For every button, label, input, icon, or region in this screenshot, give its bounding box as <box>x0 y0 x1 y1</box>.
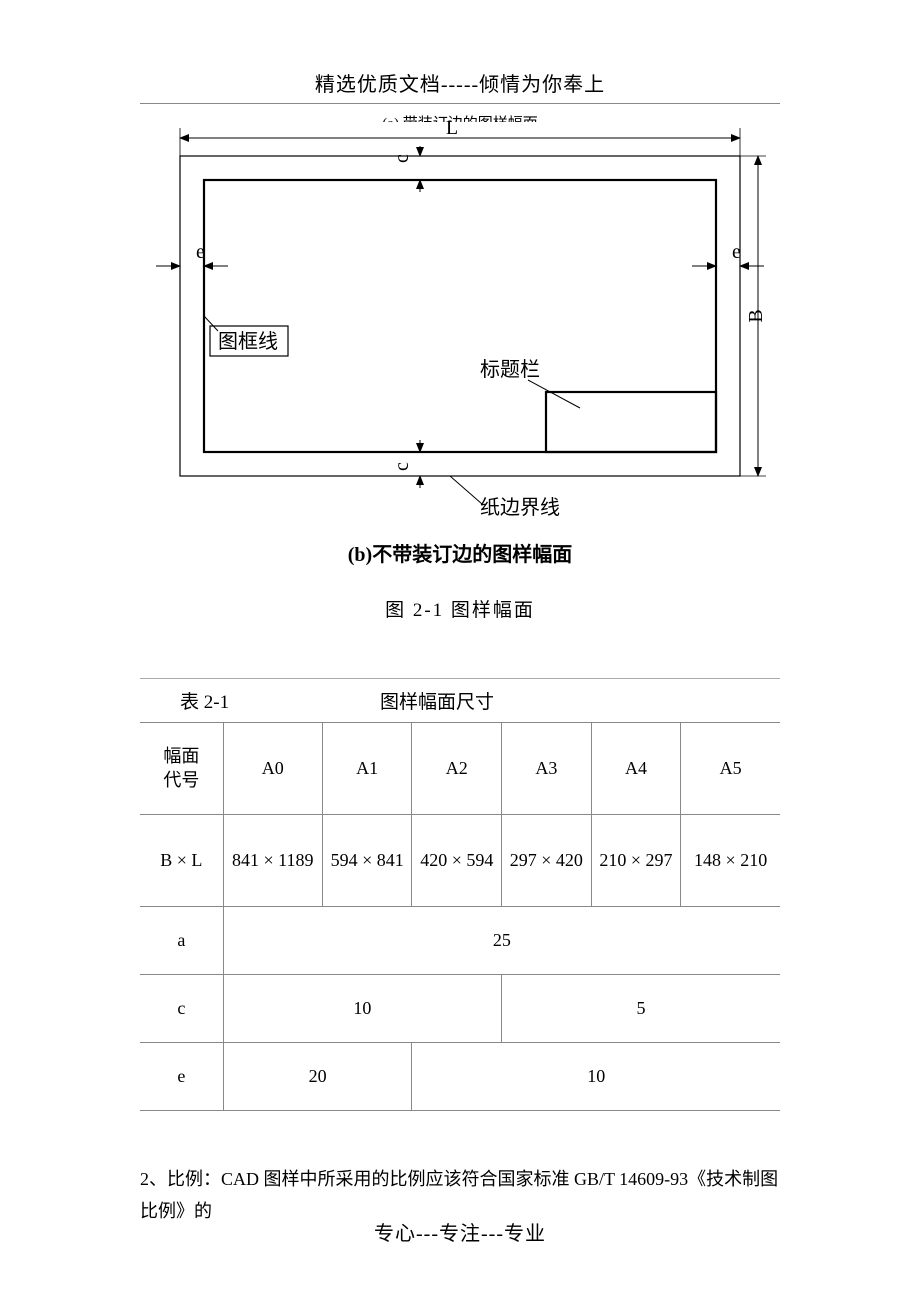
diagram-container: (a) 带装订边的图样幅面 L B e <box>150 116 770 526</box>
table-row: a 25 <box>140 907 780 975</box>
cell-e-label: e <box>140 1043 223 1111</box>
dim-e-left-label: e <box>196 241 205 263</box>
cell-A0: A0 <box>223 723 322 815</box>
cell-A3: A3 <box>502 723 592 815</box>
frame-line-label: 图框线 <box>218 330 278 353</box>
table-title: 图样幅面尺寸 <box>380 687 494 714</box>
cell-c-left: 10 <box>223 975 501 1043</box>
table-row: e 20 10 <box>140 1043 780 1111</box>
cell-a-value: 25 <box>223 907 780 975</box>
table-row: c 10 5 <box>140 975 780 1043</box>
figure-caption: 图 2-1 图样幅面 <box>0 595 920 622</box>
page-header: 精选优质文档-----倾情为你奉上 <box>0 0 920 97</box>
page-footer: 专心---专注---专业 <box>0 1217 920 1246</box>
cell-A5: A5 <box>681 723 780 815</box>
title-block-rect <box>546 392 716 452</box>
dim-e-right-label: e <box>732 241 741 263</box>
diagram-cropped-caption-a: (a) 带装订边的图样幅面 <box>382 112 537 122</box>
cell-A1: A1 <box>322 723 412 815</box>
cell-a-label: a <box>140 907 223 975</box>
diagram-caption-b: (b)不带装订边的图样幅面 <box>0 538 920 567</box>
table-top-rule <box>140 678 780 679</box>
cell-head-label: 幅面 代号 <box>140 723 223 815</box>
paper-size-table: 幅面 代号 A0 A1 A2 A3 A4 A5 B × L 841 × 1189… <box>140 722 780 1111</box>
cell-A4: A4 <box>591 723 681 815</box>
title-block-label: 标题栏 <box>480 358 540 381</box>
cell-A2: A2 <box>412 723 502 815</box>
dim-c-top-label: c <box>391 154 413 163</box>
table-section: 表 2-1 图样幅面尺寸 幅面 代号 A0 A1 A2 A3 A4 A5 B ×… <box>140 678 780 1111</box>
paper-edge-rect <box>180 156 740 476</box>
dim-B-label: B <box>745 309 767 322</box>
cell-bxl-label: B × L <box>140 815 223 907</box>
table-row: B × L 841 × 1189 594 × 841 420 × 594 297… <box>140 815 780 907</box>
cell-bxl-2: 420 × 594 <box>412 815 502 907</box>
cell-c-right: 5 <box>502 975 780 1043</box>
table-number: 表 2-1 <box>180 687 380 714</box>
cell-bxl-4: 210 × 297 <box>591 815 681 907</box>
cell-bxl-1: 594 × 841 <box>322 815 412 907</box>
paper-edge-label: 纸边界线 <box>480 496 560 519</box>
cell-bxl-5: 148 × 210 <box>681 815 780 907</box>
frame-rect <box>204 180 716 452</box>
dim-c-bottom-label: c <box>391 462 413 471</box>
cell-c-label: c <box>140 975 223 1043</box>
header-rule <box>140 103 780 104</box>
cell-bxl-0: 841 × 1189 <box>223 815 322 907</box>
cell-e-left: 20 <box>223 1043 412 1111</box>
drawing-frame-diagram: L B e e c c 图框线 标题栏 纸边界线 <box>150 116 770 526</box>
table-title-row: 表 2-1 图样幅面尺寸 <box>140 683 780 722</box>
table-row: 幅面 代号 A0 A1 A2 A3 A4 A5 <box>140 723 780 815</box>
cell-e-right: 10 <box>412 1043 780 1111</box>
cell-bxl-3: 297 × 420 <box>502 815 592 907</box>
